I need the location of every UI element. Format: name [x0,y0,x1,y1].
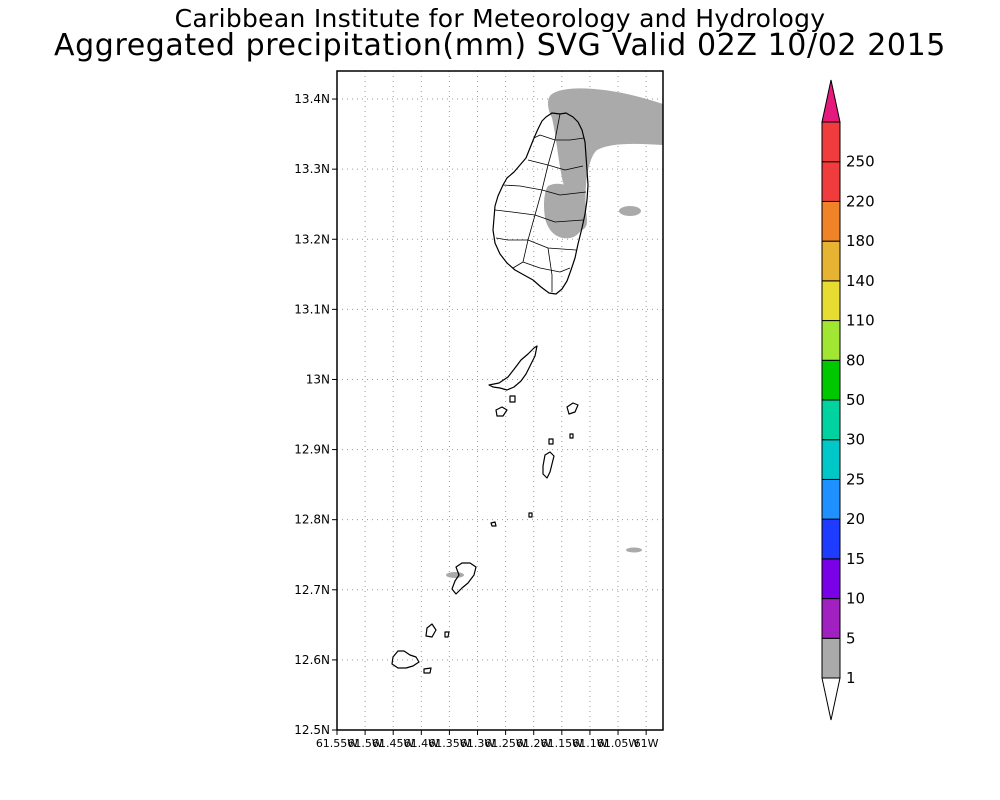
lat-tick-label: 12.7N [294,583,330,597]
chart-subtitle: Aggregated precipitation(mm) SVG Valid 0… [54,28,946,63]
legend-swatch [821,121,841,163]
legend-label: 250 [846,153,875,171]
rain-area-southeast-cell [626,547,642,553]
lon-tick-label: 61.2W [516,737,551,750]
island-small-g [423,667,432,674]
legend-swatch [821,478,841,520]
lat-tick-label: 13.3N [294,162,330,176]
lat-tick-label: 12.8N [294,513,330,527]
lat-tick-label: 13N [306,372,330,386]
legend-overflow-triangle [821,79,841,123]
chart-title: Caribbean Institute for Meteorology and … [174,4,826,33]
island-union [391,650,420,669]
island-small-e [528,512,533,518]
island-small-d [490,521,497,527]
island-small-c [509,395,516,403]
legend-label: 15 [846,550,865,568]
island-small-a [566,402,579,415]
lat-tick-label: 12.9N [294,443,330,457]
legend-swatch [821,320,841,361]
main-island-outline [492,112,589,295]
legend-swatch [821,439,841,480]
legend-label: 10 [846,590,865,608]
island-small-b [495,406,508,417]
legend-swatch [821,518,841,560]
legend-label: 1 [846,669,856,687]
map-frame [336,70,664,731]
map-geography [391,88,663,674]
legend-swatch [821,161,841,202]
lat-tick-label: 13.4N [294,92,330,106]
legend-label: 25 [846,470,865,488]
legend-label: 5 [846,629,856,647]
lon-tick-label: 61.55W [316,737,358,750]
legend-label: 50 [846,391,865,409]
lon-tick-label: 61.3W [460,737,495,750]
legend-swatch [821,598,841,639]
legend-swatch [821,399,841,441]
legend-label: 30 [846,431,865,449]
land-outlines [391,112,589,674]
legend-swatch [821,280,841,322]
rain-area-south-cell [446,572,464,578]
legend-label: 140 [846,272,875,290]
latitude-axis: 13.4N 13.3N 13.2N 13.1N 13N 12.9N 12.8N 12.7N 12… [294,92,337,737]
main-island-watersheds [494,113,587,292]
rain-areas [446,88,663,578]
lat-tick-label: 13.2N [294,232,330,246]
map-plot-area [337,71,663,730]
island-bequia [488,345,538,391]
lat-tick-label: 12.6N [294,653,330,667]
lat-tick-label: 12.5N [294,723,330,737]
island-small-f [425,623,437,638]
lon-tick-label: 61.5W [347,737,382,750]
lon-tick-label: 61.35W [428,737,470,750]
legend-underflow-triangle [821,677,841,721]
island-small-i [548,438,554,445]
island-mustique [542,451,555,479]
island-small-h [444,631,450,638]
lon-tick-label: 61.4W [404,737,439,750]
lat-tick-label: 13.1N [294,302,330,316]
legend-label: 80 [846,351,865,369]
lon-tick-label: 61W [634,737,659,750]
legend-label: 220 [846,192,875,210]
legend-swatch [821,240,841,282]
rain-area-island-core [544,183,586,239]
rain-area-east-cell [619,206,641,216]
longitude-axis: 61.55W61.5W61.45W61.4W61.35W61.3W61.25W6… [316,730,659,750]
legend-swatch [821,637,841,679]
legend-swatch [821,558,841,600]
legend-swatch [821,200,841,242]
lon-tick-label: 61.45W [372,737,414,750]
lon-tick-label: 61.1W [572,737,607,750]
lon-tick-label: 61.25W [484,737,526,750]
legend-label: 110 [846,312,875,330]
legend-swatch [821,359,841,401]
legend-label: 20 [846,510,865,528]
island-canouan [451,562,477,595]
lon-tick-label: 61.15W [541,737,583,750]
lon-tick-label: 61.05W [597,737,639,750]
island-small-j [569,433,574,439]
legend-label: 180 [846,232,875,250]
